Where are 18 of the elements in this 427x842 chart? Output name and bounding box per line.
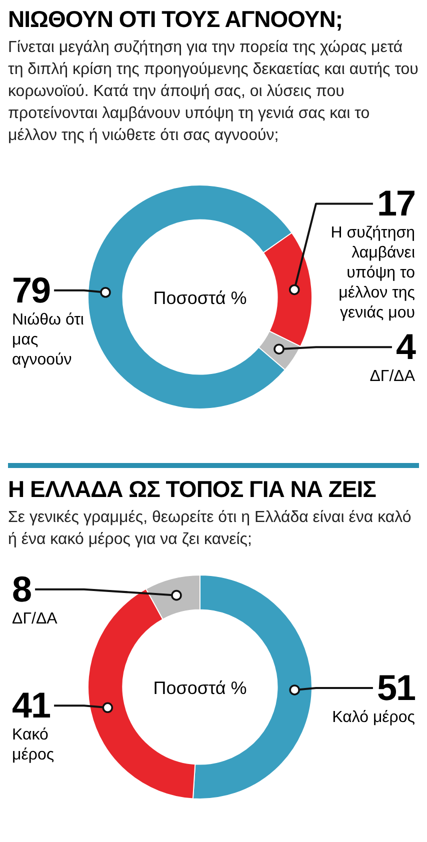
chart-subtitle: Γίνεται μεγάλη συζήτηση για την πορεία της χώρας μετά τη διπλή κρίση της προηγούμενης δεκαετίας και αυτής του κορωνοϊού. Κατά την άποψή σας, οι λύσεις που προτείνονται λαμβάνουν υπόψη τη γενιά σας και το μέλλον της ή νιώθετε ότι σας αγνοούν; bbox=[8, 38, 419, 146]
slice-label: Νιώθω ότι μας αγνοούν bbox=[12, 311, 84, 368]
data-label: 41 bbox=[12, 684, 52, 726]
text: Ποσοστά % bbox=[153, 288, 247, 308]
data-label: 51 bbox=[376, 666, 416, 708]
slice-label: Καλό μέρος bbox=[332, 708, 416, 726]
chart-title: ΝΙΩΘΟΥΝ ΟΤΙ ΤΟΥΣ ΑΓΝΟΟΥΝ; bbox=[8, 6, 344, 33]
data-label: 79 bbox=[12, 269, 50, 310]
slice-label: ΔΓ/ΔΑ bbox=[370, 368, 416, 386]
slice-label: Κακό μέρος bbox=[12, 726, 54, 764]
data-label: 17 bbox=[376, 182, 415, 224]
slice-label: Η συζήτηση λαμβάνει υπόψη το μέλλον της γενιάς μου bbox=[330, 224, 416, 322]
data-label: 8 bbox=[12, 568, 32, 610]
slice-label: ΔΓ/ΔΑ bbox=[12, 610, 58, 628]
data-label: 4 bbox=[396, 326, 416, 368]
text: Ποσοστά % bbox=[153, 678, 247, 698]
chart-title: Η ΕΛΛΑΔΑ ΩΣ ΤΟΠΟΣ ΓΙΑ ΝΑ ΖΕΙΣ bbox=[8, 476, 377, 503]
chart-subtitle: Σε γενικές γραμμές, θεωρείτε ότι η Ελλάδα είναι ένα καλό ή ένα κακό μέρος για να ζει κανείς; bbox=[8, 508, 412, 550]
